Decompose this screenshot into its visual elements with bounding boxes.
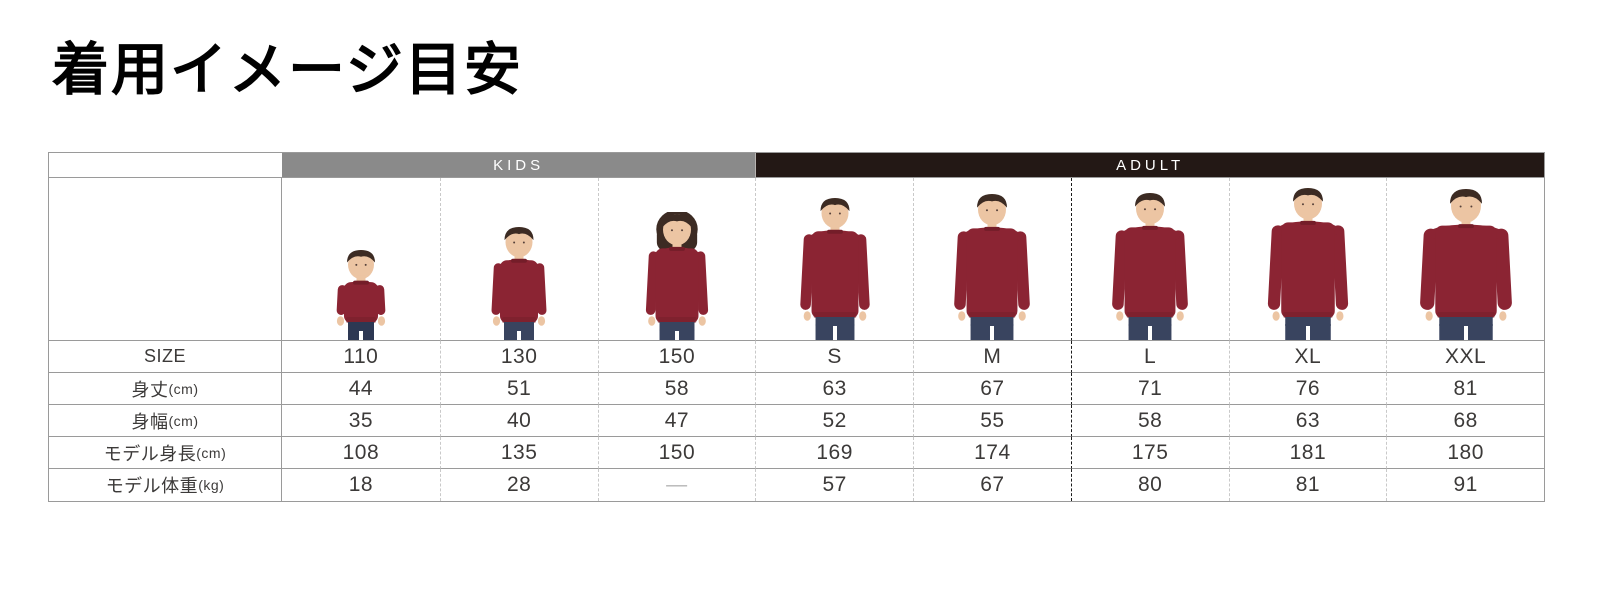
row-label-body-length: 身丈 (cm): [49, 373, 282, 405]
cell-model-weight-XXL: 91: [1386, 469, 1544, 501]
row-label-model-height: モデル身長 (cm): [49, 437, 282, 469]
cell-body-width-M: 55: [913, 405, 1071, 437]
model-photo-cell-S: [755, 178, 913, 341]
size-chart-table: KIDS ADULT SIZE 110 130 150 S M L XL XXL 身丈 (cm) 44 51…: [48, 152, 1545, 502]
model-photo-cell-M: [913, 178, 1071, 341]
header-group-label: ADULT: [1116, 156, 1185, 174]
model-photo-cell-110: [282, 178, 440, 341]
model-photo: [1112, 193, 1188, 340]
cell-size-XXL: XXL: [1386, 341, 1544, 373]
model-photo: [1267, 188, 1348, 340]
cell-model-height-XL: 181: [1228, 437, 1387, 469]
cell-size-150: 150: [597, 341, 756, 373]
cell-model-height-XXL: 180: [1386, 437, 1544, 469]
cell-body-width-XXL: 68: [1386, 405, 1544, 437]
model-photo-cell-XXL: [1386, 178, 1544, 341]
cell-body-width-XL: 63: [1228, 405, 1387, 437]
header-group-label: KIDS: [493, 156, 545, 174]
model-photo: [645, 212, 708, 340]
cell-body-length-110: 44: [282, 373, 440, 405]
photo-row-label-cell: [49, 178, 282, 341]
cell-model-weight-XL: 81: [1228, 469, 1387, 501]
unit-label: (cm): [196, 444, 227, 461]
cell-body-length-M: 67: [913, 373, 1071, 405]
unit-label: (cm): [168, 412, 199, 429]
model-photo-cell-130: [439, 178, 598, 341]
model-photo-cell-150: [597, 178, 756, 341]
page-title: 着用イメージ目安: [52, 37, 523, 103]
cell-model-weight-130: 28: [439, 469, 598, 501]
row-label-body-width: 身幅 (cm): [49, 405, 282, 437]
cell-model-weight-M: 67: [913, 469, 1071, 501]
header-group-adult: ADULT: [755, 153, 1544, 178]
cell-body-width-150: 47: [597, 405, 756, 437]
cell-model-height-130: 135: [439, 437, 598, 469]
cell-body-length-XXL: 81: [1386, 373, 1544, 405]
cell-body-length-XL: 76: [1228, 373, 1387, 405]
model-photo: [954, 194, 1031, 340]
cell-size-110: 110: [282, 341, 440, 373]
cell-size-L: L: [1070, 341, 1229, 373]
cell-size-130: 130: [439, 341, 598, 373]
cell-model-height-150: 150: [597, 437, 756, 469]
model-photo: [491, 227, 547, 340]
cell-model-weight-110: 18: [282, 469, 440, 501]
cell-body-width-110: 35: [282, 405, 440, 437]
unit-label: (cm): [168, 380, 199, 397]
cell-size-XL: XL: [1228, 341, 1387, 373]
cell-body-width-S: 52: [755, 405, 913, 437]
unit-label: (kg): [198, 477, 225, 493]
row-label-model-weight: モデル体重 (kg): [49, 469, 282, 501]
cell-body-width-L: 58: [1070, 405, 1229, 437]
cell-model-height-L: 175: [1070, 437, 1229, 469]
cell-size-S: S: [755, 341, 913, 373]
cell-size-M: M: [913, 341, 1071, 373]
cell-model-weight-150: —: [597, 469, 756, 501]
model-photo: [799, 198, 870, 340]
cell-model-height-110: 108: [282, 437, 440, 469]
cell-body-length-L: 71: [1070, 373, 1229, 405]
model-photo: [1419, 189, 1512, 340]
model-photo-cell-XL: [1228, 178, 1387, 341]
cell-model-weight-S: 57: [755, 469, 913, 501]
header-corner-cell: [49, 153, 282, 178]
header-group-kids: KIDS: [282, 153, 756, 178]
cell-body-length-150: 58: [597, 373, 756, 405]
model-photo: [336, 250, 386, 340]
cell-model-weight-L: 80: [1070, 469, 1229, 501]
cell-model-height-M: 174: [913, 437, 1071, 469]
cell-model-height-S: 169: [755, 437, 913, 469]
cell-body-width-130: 40: [439, 405, 598, 437]
cell-body-length-130: 51: [439, 373, 598, 405]
cell-body-length-S: 63: [755, 373, 913, 405]
model-photo-cell-L: [1070, 178, 1229, 341]
row-label-size: SIZE: [49, 341, 282, 373]
